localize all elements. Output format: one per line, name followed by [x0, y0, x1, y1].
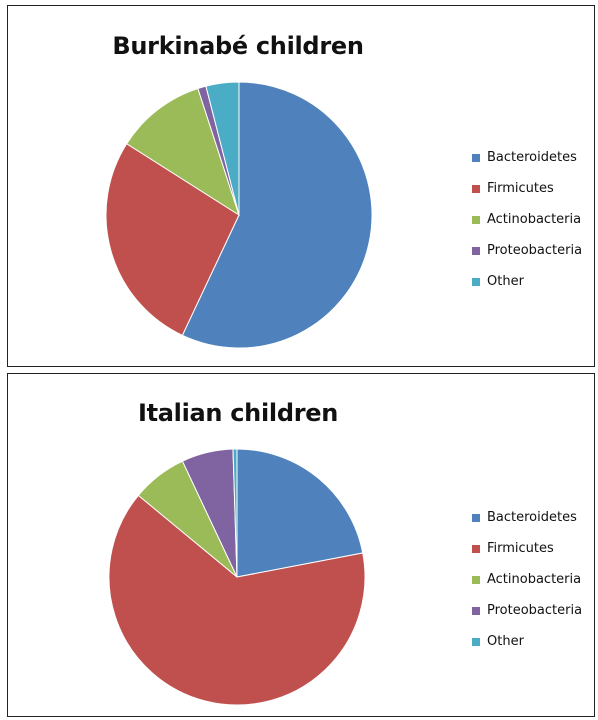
pie-slice-actinobacteria: [126, 87, 240, 217]
legend: Bacteroidetes Firmicutes Actinobacteria Pro…: [472, 502, 582, 657]
chart-panel-burkinabe: Burkinabé children Bacteroidetes Firmicut…: [7, 5, 595, 367]
chart-title: Italian children: [137, 399, 339, 427]
pie-slice-bacteroidetes: [236, 448, 364, 578]
legend-label: Firmicutes: [487, 181, 554, 196]
pie-slice-other: [232, 448, 238, 578]
legend-item-bacteroidetes: Bacteroidetes: [472, 502, 582, 533]
legend-swatch: [472, 184, 480, 193]
legend-label: Bacteroidetes: [487, 510, 577, 525]
legend-item-proteobacteria: Proteobacteria: [472, 595, 582, 626]
legend-swatch: [472, 544, 480, 553]
legend-label: Other: [487, 274, 524, 289]
legend-label: Proteobacteria: [487, 243, 583, 258]
legend-item-actinobacteria: Actinobacteria: [472, 204, 582, 235]
legend-item-actinobacteria: Actinobacteria: [472, 564, 582, 595]
legend-label: Firmicutes: [487, 541, 554, 556]
legend-item-other: Other: [472, 626, 582, 657]
legend-item-firmicutes: Firmicutes: [472, 173, 582, 204]
legend-swatch: [472, 637, 480, 646]
pie-slice-firmicutes: [105, 143, 240, 337]
legend-label: Other: [487, 634, 524, 649]
legend-item-other: Other: [472, 266, 582, 297]
legend-label: Actinobacteria: [487, 572, 582, 587]
pie-slice-bacteroidetes: [181, 81, 373, 349]
legend-swatch: [472, 277, 480, 286]
pie-chart: [105, 81, 373, 349]
chart-title: Burkinabé children: [112, 32, 364, 60]
pie-slice-other: [205, 81, 240, 216]
legend-label: Actinobacteria: [487, 212, 582, 227]
legend-item-bacteroidetes: Bacteroidetes: [472, 142, 582, 173]
legend-label: Proteobacteria: [487, 603, 583, 618]
legend-swatch: [472, 513, 480, 522]
legend: Bacteroidetes Firmicutes Actinobacteria Pro…: [472, 142, 582, 297]
pie-slice-firmicutes: [108, 494, 366, 706]
legend-swatch: [472, 246, 480, 255]
legend-label: Bacteroidetes: [487, 150, 577, 165]
chart-panel-italian: Italian children Bacteroidetes Firmicutes…: [7, 373, 595, 717]
legend-swatch: [472, 575, 480, 584]
legend-swatch: [472, 153, 480, 162]
legend-swatch: [472, 215, 480, 224]
legend-swatch: [472, 606, 480, 615]
legend-item-proteobacteria: Proteobacteria: [472, 235, 582, 266]
pie-chart: [108, 448, 366, 706]
legend-item-firmicutes: Firmicutes: [472, 533, 582, 564]
